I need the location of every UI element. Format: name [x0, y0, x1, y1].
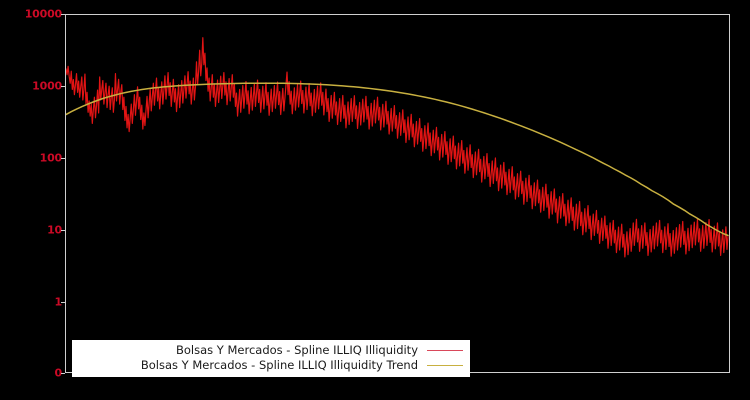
legend-entry-illiquidity-trend: Bolsas Y Mercados - Spline ILLIQ Illiqui… — [73, 358, 469, 373]
y-tick-mark — [61, 86, 65, 87]
legend-label-illiquidity: Bolsas Y Mercados - Spline ILLIQ Illiqui… — [176, 343, 418, 357]
y-tick-mark — [61, 302, 65, 303]
legend-swatch-illiquidity — [427, 350, 463, 351]
y-tick-mark — [61, 14, 65, 15]
legend-entry-illiquidity: Bolsas Y Mercados - Spline ILLIQ Illiqui… — [73, 343, 469, 358]
y-tick-mark — [61, 230, 65, 231]
series-line-illiquidity — [66, 37, 729, 258]
y-tick-label-0: 0 — [54, 366, 63, 380]
legend-label-illiquidity-trend: Bolsas Y Mercados - Spline ILLIQ Illiqui… — [140, 358, 418, 372]
y-tick-label-100: 100 — [39, 151, 63, 165]
y-tick-label-10000: 10000 — [24, 7, 62, 21]
y-tick-label-1: 1 — [54, 295, 63, 309]
plot-area — [65, 14, 730, 373]
y-tick-label-1000: 1000 — [32, 79, 62, 93]
chart-legend: Bolsas Y Mercados - Spline ILLIQ Illiqui… — [72, 340, 470, 377]
plot-clip — [66, 15, 729, 372]
y-tick-mark — [61, 158, 65, 159]
plot-canvas — [66, 37, 729, 258]
y-tick-label-10: 10 — [47, 223, 62, 237]
y-tick-mark — [61, 373, 65, 374]
series-line-illiquidity-trend — [66, 82, 729, 237]
legend-swatch-illiquidity-trend — [427, 365, 463, 366]
